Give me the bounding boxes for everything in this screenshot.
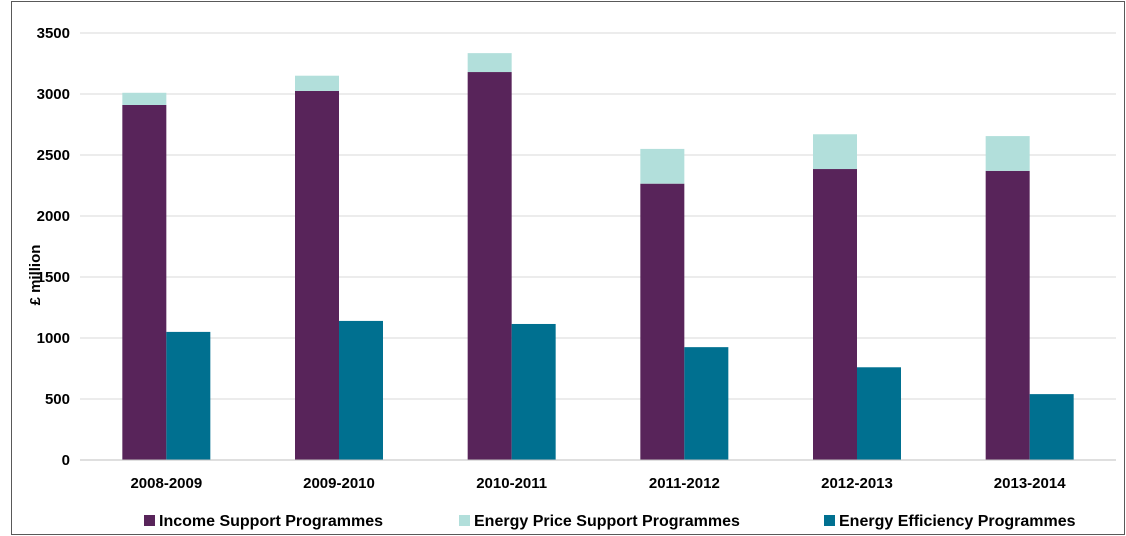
bar-energy-efficiency-2011-2012 — [684, 347, 729, 460]
legend-swatch-energy-price-support — [459, 515, 470, 526]
bar-income-support-2009-2010 — [295, 90, 339, 460]
bar-energy-price-support-2009-2010 — [295, 75, 339, 91]
bar-energy-price-support-2011-2012 — [640, 148, 685, 184]
y-tick-label: 1500 — [37, 269, 70, 286]
x-tick-label: 2008-2009 — [130, 475, 202, 492]
bar-energy-price-support-2008-2009 — [122, 92, 167, 105]
bar-income-support-2013-2014 — [985, 170, 1030, 461]
bar-income-support-2012-2013 — [813, 169, 857, 460]
y-tick-label: 500 — [45, 391, 70, 408]
legend-swatch-income-support — [144, 515, 155, 526]
legend-label-energy-price-support: Energy Price Support Programmes — [474, 513, 740, 530]
y-axis-ticks: 0 500 1000 1500 2000 2500 3000 3500 — [37, 25, 70, 469]
x-tick-label: 2010-2011 — [476, 475, 547, 492]
x-tick-label: 2013-2014 — [994, 475, 1066, 492]
y-tick-label: 2500 — [37, 147, 70, 164]
bar-energy-efficiency-2010-2011 — [511, 323, 556, 460]
bar-energy-efficiency-2013-2014 — [1029, 394, 1074, 460]
bar-energy-price-support-2010-2011 — [467, 53, 512, 73]
y-tick-label: 2000 — [37, 208, 70, 225]
y-tick-label: 3500 — [37, 25, 70, 42]
y-tick-label: 1000 — [37, 330, 70, 347]
y-tick-label: 3000 — [37, 86, 70, 103]
legend-label-energy-efficiency: Energy Efficiency Programmes — [839, 513, 1076, 530]
y-axis-label: £ million — [27, 245, 44, 306]
x-tick-label: 2011-2012 — [649, 475, 720, 492]
bar-energy-efficiency-2009-2010 — [339, 320, 383, 460]
x-tick-label: 2009-2010 — [303, 475, 375, 492]
bar-income-support-2011-2012 — [640, 183, 685, 461]
bar-energy-price-support-2012-2013 — [813, 134, 857, 170]
bar-income-support-2008-2009 — [122, 104, 167, 460]
bar-energy-price-support-2013-2014 — [985, 136, 1030, 171]
bars — [122, 53, 1074, 461]
x-tick-label: 2012-2013 — [821, 475, 893, 492]
legend: Income Support Programmes Energy Price Su… — [144, 513, 1076, 530]
gridlines — [80, 32, 1116, 400]
bar-energy-efficiency-2008-2009 — [166, 331, 211, 460]
legend-swatch-energy-efficiency — [824, 515, 835, 526]
bar-income-support-2010-2011 — [467, 72, 512, 460]
y-tick-label: 0 — [62, 452, 70, 469]
legend-label-income-support: Income Support Programmes — [159, 513, 383, 530]
bar-energy-efficiency-2012-2013 — [857, 367, 901, 460]
x-axis-ticks: 2008-2009 2009-2010 2010-2011 2011-2012 2012… — [130, 475, 1066, 492]
